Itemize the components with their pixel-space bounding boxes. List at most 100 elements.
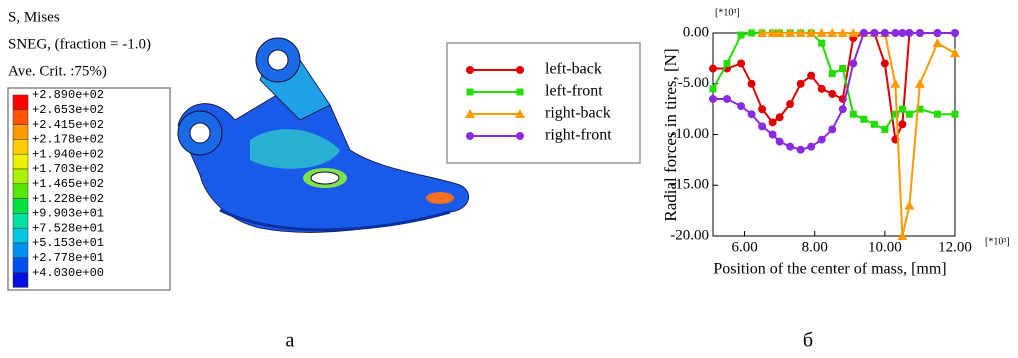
contour-label: +2.778e+01 bbox=[32, 251, 104, 265]
contour-swatch bbox=[13, 125, 28, 140]
marker bbox=[860, 116, 867, 123]
contour-swatch bbox=[13, 95, 28, 110]
contour-swatch bbox=[13, 213, 28, 228]
contour-label: +2.178e+02 bbox=[32, 133, 104, 147]
marker bbox=[807, 143, 815, 151]
contour-label: +4.030e+00 bbox=[32, 266, 104, 280]
marker bbox=[933, 29, 941, 37]
header-line: SNEG, (fraction = -1.0) bbox=[8, 36, 151, 52]
legend-marker bbox=[466, 66, 474, 74]
contour-label: +1.228e+02 bbox=[32, 192, 104, 206]
contour-swatch bbox=[13, 154, 28, 169]
contour-label: +1.703e+02 bbox=[32, 162, 104, 176]
marker bbox=[769, 131, 777, 139]
fe-hole bbox=[190, 123, 210, 143]
marker bbox=[839, 105, 847, 113]
plot-frame bbox=[713, 33, 955, 236]
marker bbox=[898, 29, 906, 37]
contour-swatch bbox=[13, 184, 28, 199]
marker bbox=[952, 111, 959, 118]
marker bbox=[724, 60, 731, 67]
marker bbox=[737, 102, 745, 110]
contour-label: +1.940e+02 bbox=[32, 147, 104, 161]
header-line: S, Mises bbox=[8, 9, 60, 25]
marker bbox=[951, 29, 959, 37]
marker bbox=[786, 100, 794, 108]
y-axis-label: Radial forces in tires, [N] bbox=[661, 48, 680, 221]
legend-label: right-front bbox=[545, 127, 612, 144]
marker bbox=[828, 125, 836, 133]
marker bbox=[776, 113, 784, 121]
legend-label: left-front bbox=[545, 83, 603, 100]
x-tick-label: 10.00 bbox=[868, 239, 902, 255]
marker bbox=[786, 143, 794, 151]
marker bbox=[758, 122, 766, 130]
contour-swatch bbox=[13, 228, 28, 243]
marker bbox=[891, 29, 899, 37]
fe-hole bbox=[268, 50, 288, 70]
contour-label: +9.903e+01 bbox=[32, 207, 104, 221]
marker bbox=[915, 79, 925, 88]
marker bbox=[710, 85, 717, 92]
marker bbox=[797, 80, 805, 88]
legend-marker bbox=[466, 132, 474, 140]
marker bbox=[807, 72, 815, 80]
contour-label: +1.465e+02 bbox=[32, 177, 104, 191]
marker bbox=[890, 79, 900, 88]
legend-marker bbox=[516, 132, 524, 140]
series-line bbox=[762, 33, 955, 236]
contour-swatch bbox=[13, 110, 28, 125]
legend-frame bbox=[447, 43, 640, 163]
marker bbox=[881, 59, 889, 67]
contour-swatch bbox=[13, 139, 28, 154]
legend-marker bbox=[467, 89, 474, 96]
panel-label: б bbox=[803, 330, 813, 352]
x-multiplier: [*10³] bbox=[985, 236, 1010, 247]
marker bbox=[899, 106, 906, 113]
x-tick-label: 6.00 bbox=[731, 239, 757, 255]
marker bbox=[898, 120, 906, 128]
marker bbox=[934, 111, 941, 118]
x-tick-label: 8.00 bbox=[802, 239, 828, 255]
contour-swatch bbox=[13, 199, 28, 214]
marker bbox=[738, 32, 745, 39]
contour-swatch bbox=[13, 258, 28, 273]
contour-label: +5.153e+01 bbox=[32, 236, 104, 250]
contour-label: +2.890e+02 bbox=[32, 88, 104, 102]
y-tick-label: 0.00 bbox=[683, 24, 709, 40]
y-tick-label: -20.00 bbox=[670, 227, 709, 243]
contour-label: +2.653e+02 bbox=[32, 103, 104, 117]
marker bbox=[709, 65, 717, 73]
marker bbox=[850, 111, 857, 118]
contour-swatch bbox=[13, 243, 28, 258]
marker bbox=[723, 95, 731, 103]
marker bbox=[871, 121, 878, 128]
y-multiplier: [*10³] bbox=[715, 7, 740, 18]
marker bbox=[818, 136, 826, 144]
fe-hotspot bbox=[426, 192, 454, 204]
marker bbox=[839, 65, 846, 72]
legend-marker bbox=[517, 89, 524, 96]
marker bbox=[709, 95, 717, 103]
marker bbox=[904, 201, 914, 210]
legend-marker bbox=[516, 66, 524, 74]
marker bbox=[758, 105, 766, 113]
marker bbox=[776, 138, 784, 146]
fe-model bbox=[178, 38, 469, 232]
header-line: Ave. Crit. :75%) bbox=[8, 63, 107, 79]
marker bbox=[737, 59, 745, 67]
marker bbox=[932, 38, 942, 47]
marker bbox=[870, 29, 878, 37]
marker bbox=[906, 111, 913, 118]
marker bbox=[916, 29, 924, 37]
marker bbox=[905, 29, 913, 37]
figure: 0.00-5.00-10.00-15.00-20.006.008.0010.00… bbox=[0, 0, 1018, 358]
marker bbox=[860, 29, 868, 37]
x-axis-label: Position of the center of mass, [mm] bbox=[713, 261, 946, 278]
legend-label: left-back bbox=[545, 61, 602, 78]
marker bbox=[849, 59, 857, 67]
marker bbox=[748, 80, 756, 88]
contour-label: +2.415e+02 bbox=[32, 118, 104, 132]
fe-hole bbox=[311, 172, 339, 184]
contour-swatch bbox=[13, 273, 28, 288]
